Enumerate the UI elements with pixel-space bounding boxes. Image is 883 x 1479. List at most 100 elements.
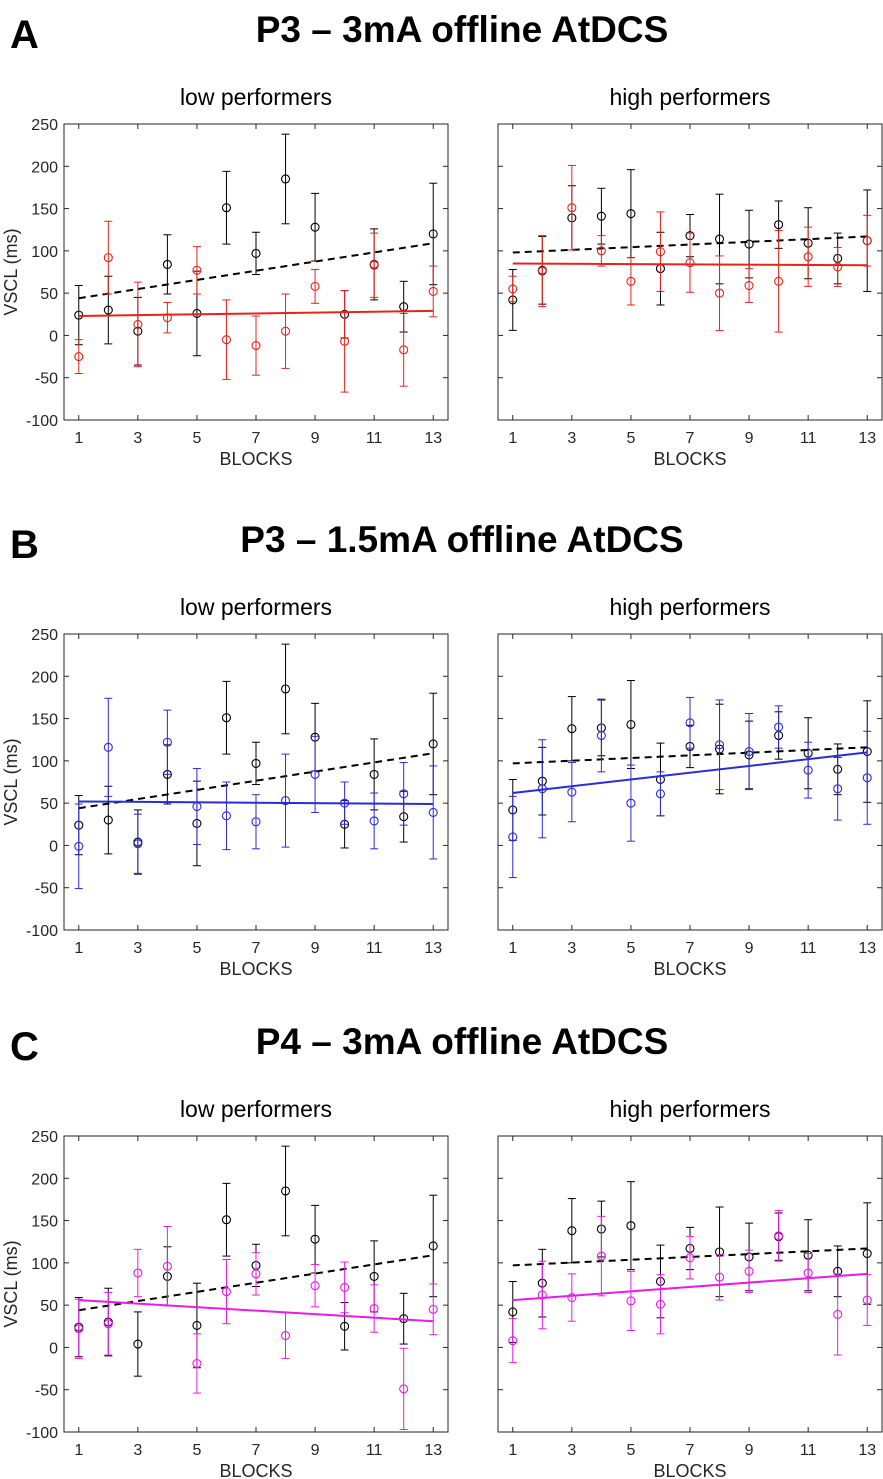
data-point: [803, 252, 813, 262]
x-tick-label: 3: [567, 1442, 576, 1459]
series-colored: [508, 1209, 872, 1364]
x-tick-label: 11: [800, 940, 817, 957]
y-tick-label: 150: [31, 1214, 58, 1231]
data-point: [626, 276, 636, 286]
data-point: [685, 1253, 695, 1263]
data-point: [280, 1331, 291, 1341]
data-point: [833, 784, 843, 794]
data-point: [251, 1269, 261, 1279]
y-tick-label: 200: [31, 159, 58, 176]
panel-a: A P3 – 3mA offline AtDCS low performers -10…: [1, 9, 883, 469]
data-point: [774, 1231, 784, 1241]
data-point: [221, 335, 232, 345]
x-tick-label: 13: [858, 940, 876, 957]
y-tick-label: 150: [31, 712, 58, 729]
x-tick-label: 5: [626, 940, 635, 957]
data-point: [74, 1324, 84, 1334]
panel-title: P3 – 1.5mA offline AtDCS: [240, 519, 683, 560]
x-tick-label: 3: [567, 940, 576, 957]
data-point: [251, 248, 261, 258]
x-axis-label: BLOCKS: [653, 449, 726, 469]
data-point: [369, 816, 379, 826]
panel-b: B P3 – 1.5mA offline AtDCS low performers -…: [1, 519, 883, 979]
data-point: [133, 1339, 143, 1349]
x-tick-label: 9: [745, 430, 754, 447]
subplot-title: high performers: [609, 84, 770, 110]
series-colored: [508, 696, 872, 879]
data-point: [162, 737, 172, 747]
trend-line: [78, 800, 434, 805]
subplot-title: low performers: [180, 1096, 332, 1122]
subplot-title: low performers: [180, 84, 332, 110]
x-tick-label: 11: [366, 940, 383, 957]
x-tick-label: 7: [686, 940, 695, 957]
y-tick-label: 50: [40, 1298, 58, 1315]
y-tick-label: 50: [40, 286, 58, 303]
data-point: [596, 246, 606, 256]
data-point: [221, 713, 232, 723]
data-point: [74, 352, 84, 362]
y-tick-label: 200: [31, 1171, 58, 1188]
y-tick-label: 0: [49, 838, 58, 855]
data-point: [340, 336, 350, 346]
x-tick-label: 1: [508, 940, 517, 957]
data-point: [428, 1304, 438, 1314]
data-point: [714, 288, 725, 298]
y-axis-label: VSCL (ms): [1, 738, 21, 825]
trend-line: [78, 309, 434, 317]
y-tick-label: -50: [35, 1383, 58, 1400]
trend-line: [512, 1272, 868, 1302]
data-point: [251, 758, 261, 768]
series-colored: [74, 1225, 438, 1430]
data-point: [428, 739, 438, 749]
data-point: [596, 1251, 606, 1261]
series-colored: [508, 164, 872, 333]
data-point: [508, 832, 518, 842]
data-point: [567, 1292, 577, 1303]
panel-c: C P4 – 3mA offline AtDCS low performers -10…: [1, 1021, 883, 1479]
data-point: [655, 1299, 666, 1309]
data-point: [221, 811, 232, 821]
x-tick-label: 7: [252, 1442, 261, 1459]
data-point: [103, 815, 113, 825]
data-point: [399, 789, 409, 799]
data-point: [103, 253, 113, 263]
x-tick-label: 11: [366, 430, 383, 447]
data-point: [626, 798, 636, 808]
data-point: [744, 280, 754, 291]
data-point: [221, 203, 232, 213]
x-tick-label: 9: [745, 1442, 754, 1459]
data-point: [428, 807, 438, 817]
data-point: [685, 258, 695, 268]
y-tick-label: -50: [35, 881, 58, 898]
data-point: [133, 319, 143, 329]
data-point: [192, 1320, 202, 1330]
x-tick-label: 1: [508, 1442, 517, 1459]
data-point: [310, 222, 320, 232]
y-tick-label: 250: [31, 627, 58, 644]
y-tick-label: 150: [31, 202, 58, 219]
data-point: [428, 286, 438, 297]
x-tick-label: 9: [311, 430, 320, 447]
data-point: [280, 684, 291, 694]
y-tick-label: -50: [35, 371, 58, 388]
y-axis-label: VSCL (ms): [1, 1240, 21, 1327]
subplot-title: high performers: [609, 1096, 770, 1122]
y-tick-label: -100: [26, 923, 58, 940]
data-point: [280, 174, 291, 184]
y-tick-label: 200: [31, 669, 58, 686]
trend-line: [78, 1299, 434, 1323]
data-point: [626, 1296, 636, 1306]
x-tick-label: 13: [424, 940, 442, 957]
x-tick-label: 1: [74, 940, 83, 957]
data-point: [567, 1226, 577, 1236]
x-tick-label: 9: [311, 940, 320, 957]
x-tick-label: 13: [858, 1442, 876, 1459]
data-point: [567, 724, 577, 734]
data-point: [655, 789, 666, 799]
panel-letter: A: [10, 13, 39, 57]
